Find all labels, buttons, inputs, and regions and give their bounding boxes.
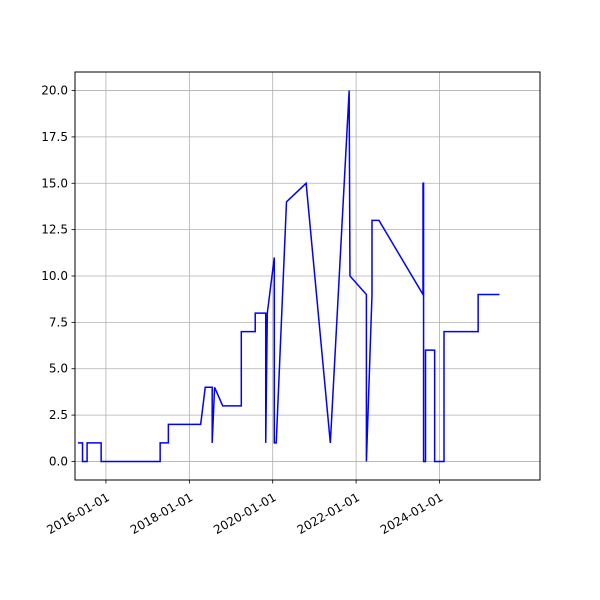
y-tick-label: 5.0 bbox=[49, 362, 68, 376]
y-tick-label: 20.0 bbox=[41, 84, 68, 98]
y-tick-label: 7.5 bbox=[49, 315, 68, 329]
y-tick-label: 17.5 bbox=[41, 130, 68, 144]
y-tick-label: 12.5 bbox=[41, 223, 68, 237]
grid-lines bbox=[75, 72, 540, 480]
y-tick-label: 2.5 bbox=[49, 408, 68, 422]
y-tick-label: 10.0 bbox=[41, 269, 68, 283]
series-layer bbox=[77, 90, 500, 463]
y-tick-label: 0.0 bbox=[49, 454, 68, 468]
series-line-0 bbox=[77, 90, 500, 463]
y-axis: 0.0 2.5 5.0 7.5 10.0 12.5 15.0 17.5 20.0 bbox=[41, 84, 75, 468]
y-tick-label: 15.0 bbox=[41, 176, 68, 190]
